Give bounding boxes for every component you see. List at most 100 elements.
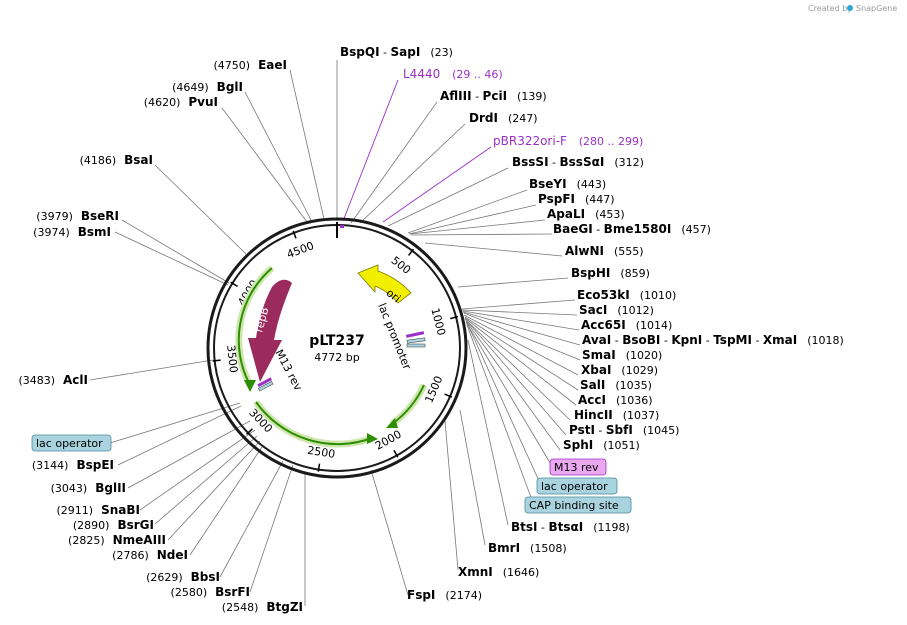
ring-tick-label: 2000 (373, 428, 404, 453)
cut-position: (443) (577, 178, 607, 191)
enzyme-name: BbsI (191, 570, 220, 584)
ring-tick-label: 4500 (285, 239, 316, 261)
restriction-site-label: FspI (2174) (407, 588, 482, 602)
enzyme-name: BtsI (511, 520, 538, 534)
watermark-created-by: Created by (808, 4, 852, 13)
cut-position: (3043) (51, 482, 88, 495)
ring-tick-label: 1500 (422, 374, 445, 405)
enzyme-name: BssSI (512, 155, 549, 169)
orf-arrows (235, 265, 428, 448)
marker-primer-left (257, 377, 273, 388)
restriction-site-label: SmaI (1020) (582, 348, 662, 362)
cut-position: (1198) (593, 521, 630, 534)
restriction-site-label: SalI (1035) (580, 378, 652, 392)
enzyme-name: SnaBI (101, 503, 140, 517)
cut-position: (4620) (144, 96, 181, 109)
enzyme-name: NmeAIII (113, 533, 166, 547)
cut-position: (1010) (640, 289, 677, 302)
ring-tick (450, 315, 459, 320)
restriction-site-label: (2825) NmeAIII (68, 533, 166, 547)
orf-arrow-bottom (253, 399, 374, 448)
orf-arrow-bottom-line (255, 401, 373, 446)
cut-position: (2629) (146, 571, 183, 584)
restriction-sites-left: (4750) EaeI (4649) BglI (4620) PvuI (4186) BsaI… (18, 58, 303, 614)
enzyme-name: HincII (574, 408, 613, 422)
ring-tick (407, 248, 415, 256)
restriction-site-label: DrdI (247) (469, 111, 538, 125)
restriction-site-label: BspHI (859) (571, 266, 650, 280)
cut-position: (3483) (18, 374, 55, 387)
enzyme-name: BglII (95, 481, 126, 495)
cut-position: (453) (595, 208, 625, 221)
cut-position: (859) (620, 267, 650, 280)
enzyme-name: FspI (407, 588, 435, 602)
enzyme-name: PciI (483, 89, 508, 103)
box-m13-rev (549, 458, 607, 476)
enzyme-name: BsaI (124, 153, 153, 167)
enzyme-name: BsrFI (215, 585, 250, 599)
restriction-site-label: BmrI (1508) (488, 541, 567, 555)
cut-position: (2548) (222, 601, 259, 614)
m13-rev-label: M13 rev (272, 347, 305, 393)
restriction-site-label: PspFI (447) (538, 192, 615, 206)
restriction-site-label: BtsI - BtsαI (1198) (511, 520, 630, 534)
restriction-site-label: SacI (1012) (579, 303, 654, 317)
restriction-site-label: (2629) BbsI (146, 570, 220, 584)
plasmid-length: 4772 bp (314, 351, 359, 364)
marker-operator-right (406, 337, 426, 344)
enzyme-name: SphI (563, 438, 593, 452)
cut-position: (2911) (57, 504, 94, 517)
restriction-site-label: Eco53kI (1010) (577, 288, 676, 302)
enzyme-name: BspHI (571, 266, 610, 280)
enzyme-name: AflIII (440, 89, 472, 103)
cut-position: (457) (681, 223, 711, 236)
cut-position: (1029) (621, 364, 658, 377)
enzyme-name: KpnI (671, 333, 702, 347)
box-lac-operator-right-label: lac operator (541, 480, 608, 493)
enzyme-name: BtgZI (266, 600, 303, 614)
cut-position: (1035) (615, 379, 652, 392)
cut-position: (555) (614, 245, 644, 258)
restriction-site-label: (4649) BglI (172, 80, 243, 94)
restriction-site-label: BseYI (443) (529, 177, 606, 191)
cut-position: (1646) (503, 566, 540, 579)
enzyme-name: XmnI (458, 565, 493, 579)
enzyme-name: ApaLI (547, 207, 585, 221)
box-lac-operator-left (31, 434, 112, 452)
restriction-site-label: Acc65I (1014) (581, 318, 672, 332)
restriction-sites-right: BspQI - SapI (23) AflIII - PciI (139) DrdI (2… (340, 45, 844, 602)
cut-position: (139) (517, 90, 547, 103)
primer-position: (29 .. 46) (452, 68, 503, 81)
restriction-site-label: ApaLI (453) (547, 207, 625, 221)
snapgene-logo-icon (847, 5, 853, 11)
restriction-site-label: (4186) BsaI (80, 153, 153, 167)
orf-arrow-right (389, 383, 428, 427)
orf-arrow-right-head (386, 418, 398, 428)
restriction-site-label: (4620) PvuI (144, 95, 218, 109)
enzyme-name: PstI (569, 423, 595, 437)
enzyme-name: AlwNI (565, 244, 604, 258)
repB-arrow (248, 279, 292, 382)
cut-position: (1036) (616, 394, 653, 407)
box-m13-rev-label: M13 rev (554, 461, 599, 474)
restriction-site-label: SphI (1051) (563, 438, 640, 452)
feature-markers (257, 225, 426, 392)
separator: - (595, 424, 606, 437)
restriction-site-label: BspQI - SapI (23) (340, 45, 453, 59)
cut-position: (312) (614, 156, 644, 169)
marker-cap-right (406, 343, 426, 348)
cut-position: (2174) (445, 589, 482, 602)
repB-label: repB (252, 306, 271, 334)
enzyme-name: BtsαI (548, 520, 583, 534)
ring-tick (444, 393, 453, 398)
enzyme-name: SapI (391, 45, 421, 59)
box-lac-operator-right (536, 477, 618, 495)
enzyme-name: BaeGI (553, 222, 593, 236)
restriction-site-label: (3974) BsmI (33, 225, 111, 239)
restriction-site-label: (3043) BglII (51, 481, 126, 495)
ring-ticks (212, 230, 459, 472)
enzyme-name: BseRI (81, 209, 119, 223)
enzyme-name: BsoBI (622, 333, 660, 347)
boxed-labels: M13 rev lac operator CAP binding site la… (31, 434, 632, 514)
restriction-site-label: (2890) BsrGI (73, 518, 154, 532)
